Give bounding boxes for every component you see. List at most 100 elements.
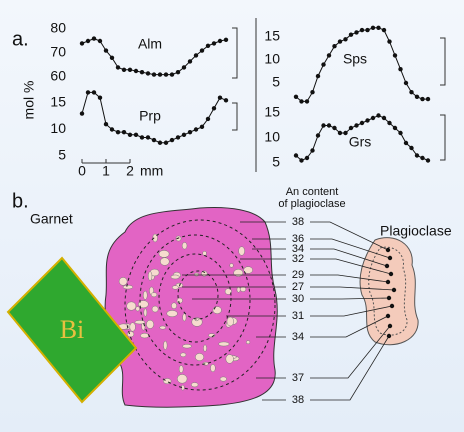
inclusion [183, 314, 186, 321]
data-point [338, 131, 342, 135]
inclusion [219, 342, 230, 346]
an-value: 32 [292, 253, 304, 265]
data-point [164, 72, 168, 76]
data-point [92, 36, 96, 40]
data-point [316, 74, 320, 78]
inclusion [160, 258, 169, 266]
data-point [194, 127, 198, 131]
data-point [200, 48, 204, 52]
an-value: 27 [292, 281, 304, 293]
data-point [128, 133, 132, 137]
plag-point [392, 288, 396, 292]
plag-point [386, 314, 390, 318]
plag-point [387, 334, 391, 338]
inclusion [177, 374, 187, 383]
data-point [371, 26, 375, 30]
y-tick-label: 80 [50, 20, 66, 36]
inclusion [146, 320, 153, 328]
data-point [206, 44, 210, 48]
data-point [294, 153, 298, 157]
inclusion [127, 302, 136, 310]
inclusion [234, 269, 243, 276]
data-point [134, 133, 138, 137]
data-point [134, 69, 138, 73]
data-point [146, 71, 150, 75]
data-point [80, 111, 84, 115]
inclusion [163, 341, 167, 350]
data-point [299, 99, 303, 103]
inclusion [203, 251, 207, 255]
data-point [376, 26, 380, 30]
y-tick-label: 10 [264, 51, 280, 67]
data-point [371, 116, 375, 120]
plag-point [385, 264, 389, 268]
data-point [299, 158, 303, 162]
data-point [409, 146, 413, 150]
data-point [212, 41, 216, 45]
an-value: 38 [292, 216, 304, 228]
data-point [415, 153, 419, 157]
data-point [310, 90, 314, 94]
data-point [398, 131, 402, 135]
plag-point [390, 304, 394, 308]
biotite-label: Bi [60, 315, 85, 344]
data-point [152, 138, 156, 142]
data-point [360, 28, 364, 32]
plagioclase-label: Plagioclase [380, 223, 452, 239]
inclusion [237, 287, 240, 292]
inclusion [159, 250, 169, 257]
data-point [152, 72, 156, 76]
an-value: 30 [292, 293, 304, 305]
data-point [194, 53, 198, 57]
plag-point [387, 296, 391, 300]
data-point [146, 135, 150, 139]
inclusion [226, 355, 234, 364]
garnet-label: Garnet [30, 211, 73, 227]
data-point [158, 72, 162, 76]
data-point [188, 59, 192, 63]
data-point [415, 95, 419, 99]
data-point [212, 106, 216, 110]
data-point [140, 135, 144, 139]
data-point [376, 113, 380, 117]
data-point [420, 156, 424, 160]
inclusion [240, 287, 246, 292]
inclusion [140, 333, 148, 338]
inclusion [246, 340, 250, 343]
data-point [393, 126, 397, 130]
data-point [122, 130, 126, 134]
data-point [365, 28, 369, 32]
figure: a. mol % b. Garnet An content of plagioc… [0, 0, 464, 432]
inclusion [167, 310, 178, 316]
data-point [332, 44, 336, 48]
data-point [387, 121, 391, 125]
inclusion [239, 247, 245, 256]
data-point [321, 62, 325, 66]
data-point [398, 67, 402, 71]
panel-label: b. [12, 190, 29, 212]
data-point [104, 122, 108, 126]
data-point [182, 133, 186, 137]
data-point [305, 156, 309, 160]
data-point [224, 38, 228, 42]
inclusion [171, 303, 176, 309]
inclusion [191, 383, 198, 387]
data-point [327, 53, 331, 57]
data-point [176, 135, 180, 139]
data-point [382, 28, 386, 32]
data-point [110, 56, 114, 60]
inclusion [195, 318, 199, 321]
an-title: of plagioclase [278, 198, 345, 210]
inclusion [180, 353, 186, 357]
inclusion [144, 309, 147, 317]
inclusion [201, 271, 207, 277]
data-point [224, 98, 228, 102]
data-point [387, 39, 391, 43]
data-point [218, 96, 222, 100]
data-point [116, 130, 120, 134]
data-point [332, 126, 336, 130]
an-title: An content [286, 186, 339, 198]
data-point [343, 37, 347, 41]
inclusion [171, 275, 179, 279]
x-tick-label: 1 [102, 163, 110, 179]
